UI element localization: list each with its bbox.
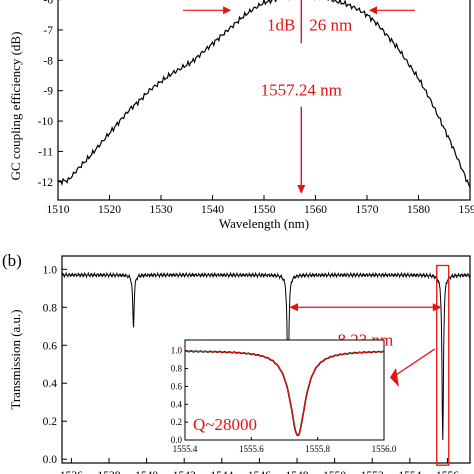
panel-a-y-ticks: -12 -11 -10 -9 -8 -7 -6 bbox=[38, 0, 63, 189]
center-marker-arrowhead bbox=[297, 185, 306, 194]
x-tick-label: 1550 bbox=[253, 204, 276, 216]
panel-b-plot-frame bbox=[61, 255, 471, 464]
bandwidth-width-label: 26 nm bbox=[309, 15, 352, 34]
inset-fit-line bbox=[185, 350, 384, 437]
panel-b-series-line bbox=[61, 271, 471, 441]
center-wavelength-label: 1557.24 nm bbox=[261, 81, 342, 100]
panel-a-chart: -12-11-10-9-8-7-6 1510 1520 1530 1540 1550 15… bbox=[8, 0, 474, 231]
inset-y-tick-label: 0.4 bbox=[171, 399, 183, 409]
y-tick-label: -8 bbox=[43, 55, 53, 67]
inset-pointer-arrow bbox=[394, 348, 436, 377]
y-tick-label: 0.0 bbox=[43, 454, 58, 466]
y-tick-label: 1.0 bbox=[43, 264, 58, 276]
y-tick-label: -10 bbox=[38, 116, 54, 128]
panel-b-chart: (b) 0.00.20.40.60.81.0 15361538154015421… bbox=[2, 251, 471, 474]
y-tick-label: -11 bbox=[38, 146, 53, 158]
x-tick-label: 1580 bbox=[407, 204, 430, 216]
x-tick-label: 1556 bbox=[436, 470, 459, 474]
x-tick-label: 1540 bbox=[201, 204, 224, 216]
inset-pointer-arrowhead bbox=[390, 368, 399, 388]
inset-x-ticks: 1555.4 1555.6 1555.8 1556.0 bbox=[173, 437, 397, 454]
inset-y-tick-label: 0.8 bbox=[171, 364, 183, 374]
inset-plot-frame bbox=[184, 339, 385, 441]
bandwidth-right-arrowhead bbox=[369, 6, 377, 15]
y-tick-label: -6 bbox=[43, 0, 53, 7]
inset-x-tick-label: 1556.0 bbox=[372, 444, 397, 454]
x-tick-label: 1520 bbox=[98, 204, 121, 216]
resonance-highlight-box bbox=[436, 264, 450, 466]
y-tick-label: 0.6 bbox=[43, 340, 58, 352]
panel-b-x-ticks: 1536 1538 1540 1542 1544 1546 1548 1550 1552 1554… bbox=[60, 458, 459, 474]
x-tick-label: 1546 bbox=[248, 470, 271, 474]
inset-y-tick-label: 0.6 bbox=[171, 381, 183, 391]
x-tick-label: 1550 bbox=[323, 470, 346, 474]
panel-b-y-axis-label: Transmission (a.u.) bbox=[8, 309, 23, 409]
panel-a-y-axis-label: GC coupling efficiency (dB) bbox=[8, 32, 23, 181]
x-tick-label: 1554 bbox=[398, 470, 421, 474]
y-tick-label: 0.2 bbox=[43, 416, 58, 428]
y-tick-label: 0.8 bbox=[43, 302, 58, 314]
bandwidth-db-label: 1dB bbox=[267, 15, 295, 34]
x-tick-label: 1530 bbox=[150, 204, 173, 216]
x-tick-label: 1544 bbox=[210, 470, 233, 474]
panel-a-x-axis-label: Wavelength (nm) bbox=[219, 216, 309, 231]
x-tick-label: 1538 bbox=[98, 470, 121, 474]
panel-a-series-line bbox=[57, 0, 471, 188]
inset-q-factor-label: Q~28000 bbox=[193, 415, 257, 434]
x-tick-label: 1548 bbox=[286, 470, 309, 474]
panel-a-plot-frame bbox=[57, 0, 471, 201]
x-tick-label: 1536 bbox=[60, 470, 83, 474]
y-tick-label: -12 bbox=[38, 177, 54, 189]
panel-b-label: (b) bbox=[2, 251, 22, 270]
inset-x-tick-label: 1555.4 bbox=[173, 444, 198, 454]
inset-x-tick-label: 1555.6 bbox=[239, 444, 264, 454]
inset-y-tick-label: 1.0 bbox=[171, 346, 183, 356]
inset-y-tick-label: 0.2 bbox=[171, 417, 182, 427]
x-tick-label: 1542 bbox=[173, 470, 196, 474]
panel-a-annotations: 1dB 26 nm 1557.24 nm bbox=[183, 0, 415, 194]
x-tick-label: 1540 bbox=[135, 470, 158, 474]
y-tick-label: -9 bbox=[43, 86, 53, 98]
x-tick-label: 1590 bbox=[459, 204, 474, 216]
inset-y-tick-label: 0.0 bbox=[171, 435, 183, 445]
panel-a-x-ticks: 1510 1520 1530 1540 1550 1560 1570 1580 1590 bbox=[47, 195, 474, 216]
y-tick-label: -7 bbox=[43, 25, 53, 37]
inset-x-tick-label: 1555.8 bbox=[305, 444, 330, 454]
y-tick-label: 0.4 bbox=[43, 378, 58, 390]
x-tick-label: 1570 bbox=[356, 204, 379, 216]
x-tick-label: 1552 bbox=[361, 470, 384, 474]
inset-y-ticks: 0.0 0.2 0.4 0.6 0.8 1.0 bbox=[171, 346, 188, 445]
panel-b-y-ticks: 0.0 0.2 0.4 0.6 0.8 1.0 bbox=[43, 264, 67, 466]
fsr-arrowhead-left bbox=[288, 303, 298, 312]
panel-b-inset-chart: 0.00.20.40.60.81.0 1555.4 1555.6 1555.8 155… bbox=[171, 339, 397, 454]
bandwidth-left-arrowhead bbox=[223, 6, 232, 15]
x-tick-label: 1560 bbox=[304, 204, 327, 216]
x-tick-label: 1510 bbox=[47, 204, 70, 216]
